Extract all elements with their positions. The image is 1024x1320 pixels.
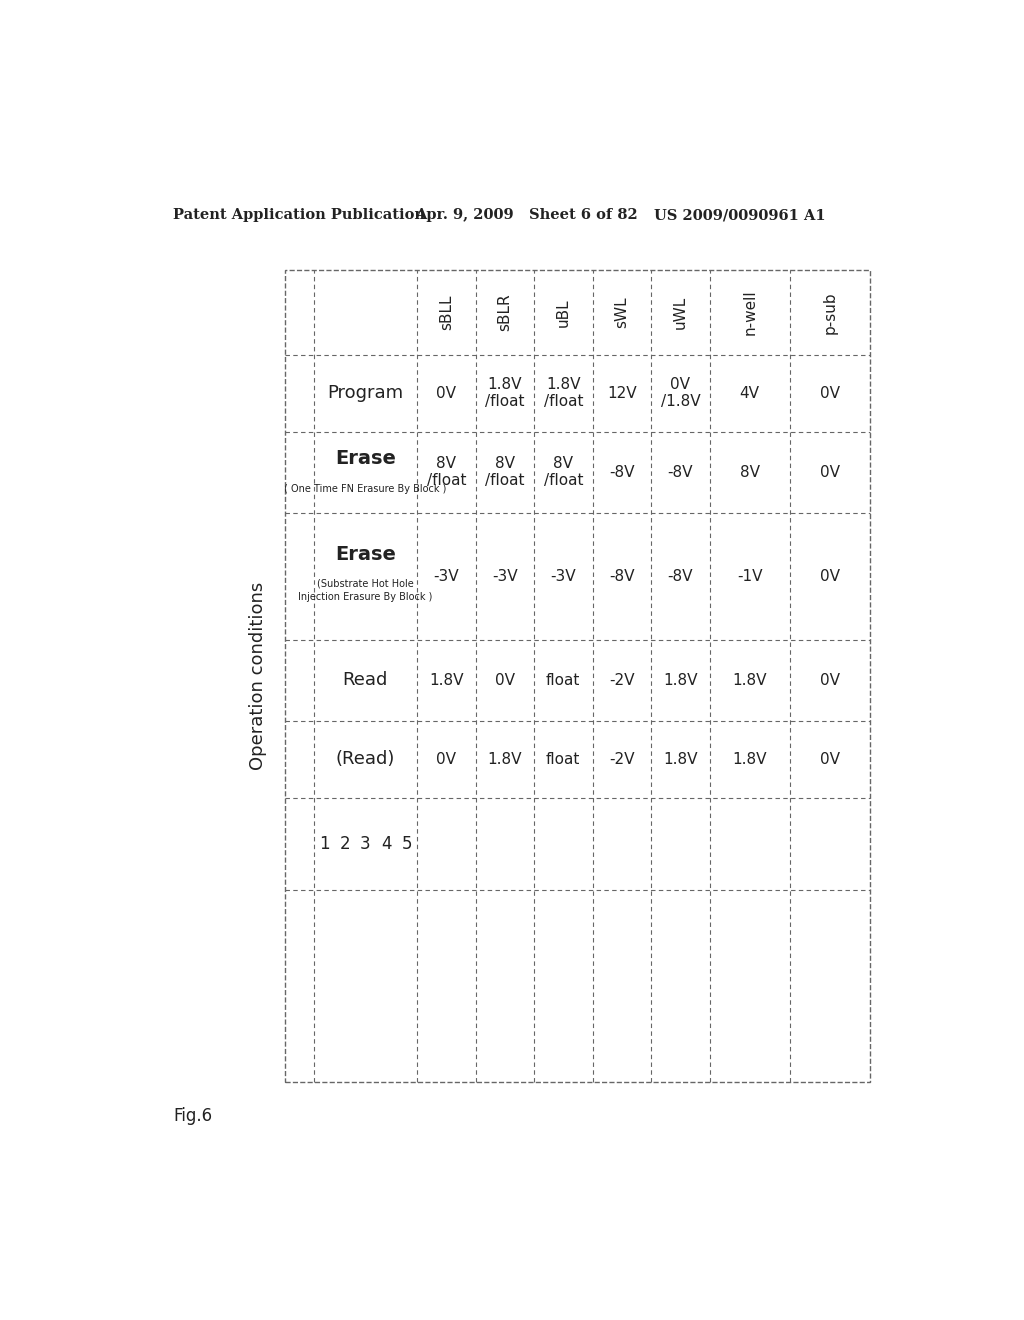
Text: float: float	[546, 673, 581, 688]
Text: -3V: -3V	[433, 569, 459, 583]
Text: 1.8V: 1.8V	[429, 673, 464, 688]
Text: 2: 2	[340, 834, 350, 853]
Text: 0V: 0V	[436, 751, 457, 767]
Text: 1: 1	[318, 834, 330, 853]
Text: Erase: Erase	[335, 449, 396, 467]
Text: Operation conditions: Operation conditions	[249, 582, 266, 771]
Text: 1.8V
/float: 1.8V /float	[485, 378, 524, 409]
Text: sBLR: sBLR	[498, 293, 512, 331]
Text: Apr. 9, 2009   Sheet 6 of 82: Apr. 9, 2009 Sheet 6 of 82	[416, 209, 638, 223]
Text: float: float	[546, 751, 581, 767]
Text: 8V: 8V	[739, 465, 760, 479]
Text: Read: Read	[343, 671, 388, 689]
Text: -3V: -3V	[551, 569, 577, 583]
Text: -8V: -8V	[668, 569, 693, 583]
Text: -2V: -2V	[609, 673, 635, 688]
Text: (Substrate Hot Hole
Injection Erasure By Block ): (Substrate Hot Hole Injection Erasure By…	[298, 578, 432, 602]
Text: sWL: sWL	[614, 297, 630, 329]
Text: 8V
/float: 8V /float	[485, 455, 524, 488]
Text: 1.8V: 1.8V	[664, 673, 697, 688]
Text: 8V
/float: 8V /float	[427, 455, 466, 488]
Text: uWL: uWL	[673, 296, 688, 329]
Text: 0V: 0V	[820, 385, 840, 401]
Text: 4V: 4V	[739, 385, 760, 401]
Text: 4: 4	[381, 834, 391, 853]
Text: 1.8V: 1.8V	[487, 751, 522, 767]
Text: -8V: -8V	[609, 465, 635, 479]
Text: 0V: 0V	[495, 673, 515, 688]
Text: 0V: 0V	[820, 673, 840, 688]
Text: -8V: -8V	[609, 569, 635, 583]
Text: 8V
/float: 8V /float	[544, 455, 583, 488]
Text: 3: 3	[360, 834, 371, 853]
Text: 5: 5	[401, 834, 412, 853]
Text: Program: Program	[328, 384, 403, 403]
Text: n-well: n-well	[742, 289, 757, 335]
Text: Patent Application Publication: Patent Application Publication	[173, 209, 425, 223]
Text: -3V: -3V	[492, 569, 517, 583]
Text: sBLL: sBLL	[438, 294, 454, 330]
Text: 1.8V: 1.8V	[732, 751, 767, 767]
Text: 1.8V: 1.8V	[732, 673, 767, 688]
Text: -1V: -1V	[737, 569, 763, 583]
Text: ( One Time FN Erasure By Block ): ( One Time FN Erasure By Block )	[285, 484, 446, 494]
Bar	[285, 271, 869, 1082]
Text: uBL: uBL	[556, 298, 570, 327]
Text: 0V: 0V	[820, 751, 840, 767]
Text: -8V: -8V	[668, 465, 693, 479]
Text: (Read): (Read)	[336, 750, 395, 768]
Text: 0V: 0V	[820, 569, 840, 583]
Text: 12V: 12V	[607, 385, 637, 401]
Text: US 2009/0090961 A1: US 2009/0090961 A1	[654, 209, 825, 223]
Text: -2V: -2V	[609, 751, 635, 767]
Text: Erase: Erase	[335, 545, 396, 564]
Text: 0V: 0V	[820, 465, 840, 479]
Text: p-sub: p-sub	[822, 292, 838, 334]
Text: 0V: 0V	[436, 385, 457, 401]
Text: 1.8V
/float: 1.8V /float	[544, 378, 583, 409]
Text: 0V
/1.8V: 0V /1.8V	[660, 378, 700, 409]
Text: 1.8V: 1.8V	[664, 751, 697, 767]
Text: Fig.6: Fig.6	[173, 1107, 212, 1125]
